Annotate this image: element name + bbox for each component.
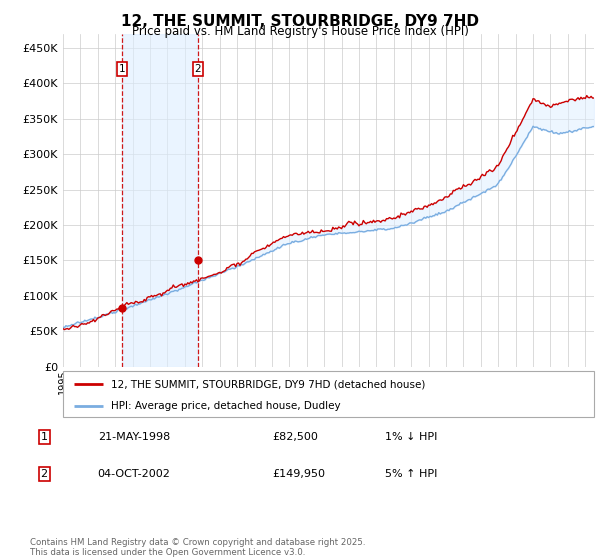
Bar bbox=[122, 34, 198, 367]
Text: HPI: Average price, detached house, Dudley: HPI: Average price, detached house, Dudl… bbox=[111, 401, 340, 410]
Text: 5% ↑ HPI: 5% ↑ HPI bbox=[385, 469, 437, 479]
Text: 04-OCT-2002: 04-OCT-2002 bbox=[98, 469, 170, 479]
Text: 1: 1 bbox=[119, 64, 125, 74]
FancyBboxPatch shape bbox=[63, 371, 594, 417]
Text: Contains HM Land Registry data © Crown copyright and database right 2025.
This d: Contains HM Land Registry data © Crown c… bbox=[30, 538, 365, 557]
Text: 21-MAY-1998: 21-MAY-1998 bbox=[98, 432, 170, 442]
Text: 12, THE SUMMIT, STOURBRIDGE, DY9 7HD: 12, THE SUMMIT, STOURBRIDGE, DY9 7HD bbox=[121, 14, 479, 29]
Text: Price paid vs. HM Land Registry's House Price Index (HPI): Price paid vs. HM Land Registry's House … bbox=[131, 25, 469, 38]
Text: £82,500: £82,500 bbox=[272, 432, 319, 442]
Text: 1% ↓ HPI: 1% ↓ HPI bbox=[385, 432, 437, 442]
Text: 12, THE SUMMIT, STOURBRIDGE, DY9 7HD (detached house): 12, THE SUMMIT, STOURBRIDGE, DY9 7HD (de… bbox=[111, 379, 425, 389]
Text: 1: 1 bbox=[41, 432, 47, 442]
Text: £149,950: £149,950 bbox=[272, 469, 326, 479]
Text: 2: 2 bbox=[41, 469, 47, 479]
Text: 2: 2 bbox=[194, 64, 201, 74]
